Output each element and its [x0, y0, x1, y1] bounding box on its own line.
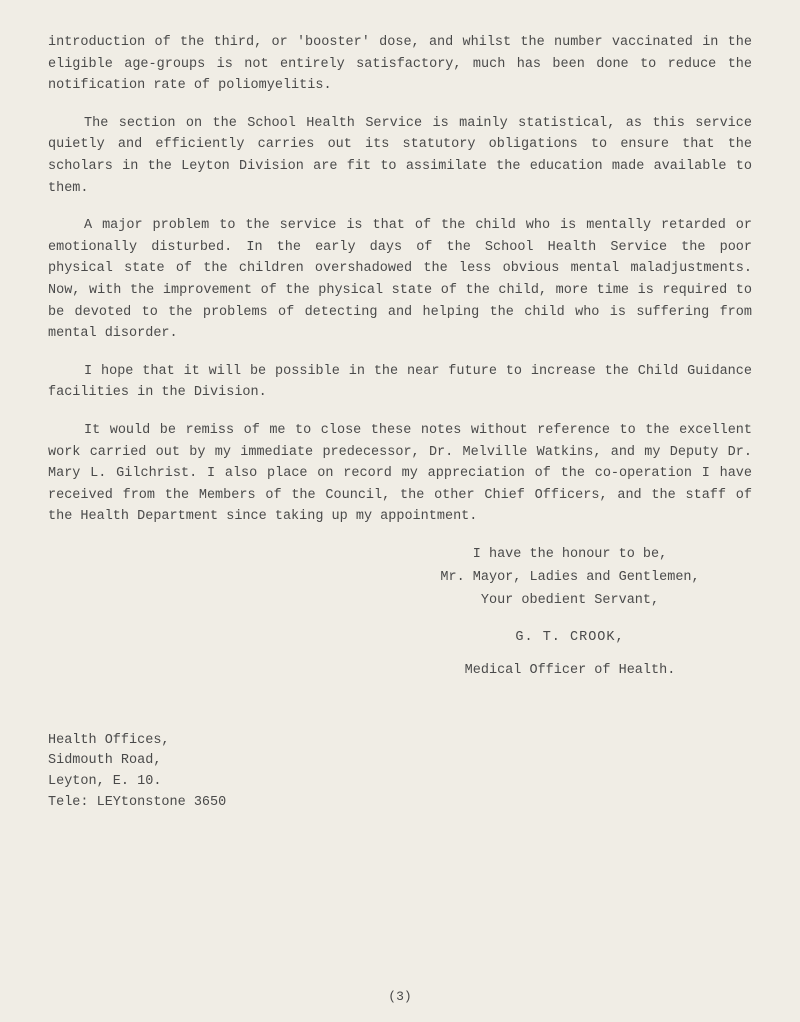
body-paragraph: A major problem to the service is that o… — [48, 215, 752, 345]
body-paragraph: introduction of the third, or 'booster' … — [48, 32, 752, 97]
page-number: (3) — [388, 987, 411, 1008]
signature-title: Medical Officer of Health. — [388, 660, 752, 683]
signature-line: Your obedient Servant, — [388, 590, 752, 613]
signature-name: G. T. CROOK, — [388, 627, 752, 650]
body-paragraph: I hope that it will be possible in the n… — [48, 361, 752, 404]
signature-line: Mr. Mayor, Ladies and Gentlemen, — [388, 567, 752, 590]
body-paragraph: The section on the School Health Service… — [48, 113, 752, 199]
address-line: Sidmouth Road, — [48, 751, 752, 772]
body-paragraph: It would be remiss of me to close these … — [48, 420, 752, 528]
address-line: Tele: LEYtonstone 3650 — [48, 793, 752, 814]
address-line: Health Offices, — [48, 731, 752, 752]
address-block: Health Offices, Sidmouth Road, Leyton, E… — [48, 731, 752, 815]
signature-block: I have the honour to be, Mr. Mayor, Ladi… — [388, 544, 752, 683]
signature-line: I have the honour to be, — [388, 544, 752, 567]
address-line: Leyton, E. 10. — [48, 772, 752, 793]
